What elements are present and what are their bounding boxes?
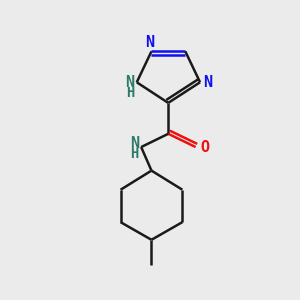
Text: N: N bbox=[125, 75, 134, 90]
Text: N: N bbox=[146, 35, 154, 50]
Text: H: H bbox=[126, 86, 134, 100]
Text: N: N bbox=[203, 75, 212, 90]
Text: N: N bbox=[130, 136, 139, 151]
Text: H: H bbox=[130, 147, 139, 161]
Text: O: O bbox=[200, 140, 209, 154]
